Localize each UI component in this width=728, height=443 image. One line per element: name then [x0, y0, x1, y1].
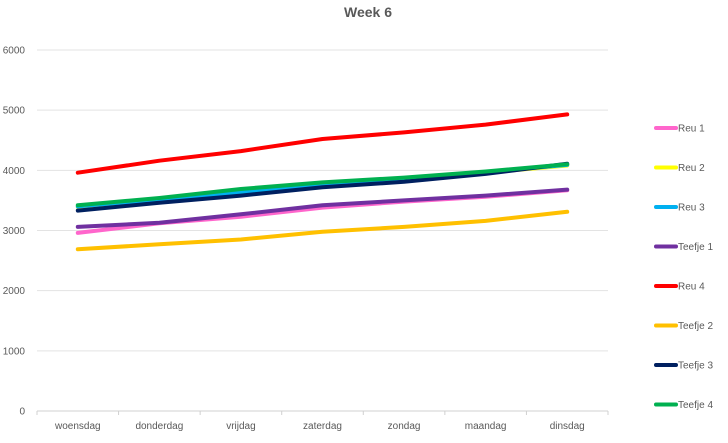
legend-label: Teefje 1	[678, 242, 713, 253]
y-tick-label: 3000	[3, 226, 26, 237]
y-tick-label: 1000	[3, 346, 26, 357]
y-tick-label: 5000	[3, 106, 26, 117]
x-tick-label: zaterdag	[303, 421, 342, 432]
x-tick-label: dinsdag	[550, 421, 585, 432]
legend-label: Teefje 2	[678, 321, 713, 332]
chart-title: Week 6	[344, 4, 392, 20]
y-tick-label: 6000	[3, 46, 26, 57]
x-tick-label: maandag	[465, 421, 507, 432]
y-tick-label: 0	[19, 407, 25, 418]
legend: Reu 1 Reu 2 Reu 3 Teefje 1 Reu 4 Teefje 2 Teef…	[654, 124, 713, 411]
series-lines	[75, 112, 570, 252]
x-tick-label: donderdag	[135, 421, 183, 432]
series-line-5	[75, 112, 570, 175]
legend-label: Reu 4	[678, 282, 705, 293]
legend-label: Reu 2	[678, 163, 705, 174]
axes: 0 1000 2000 3000 4000 5000 6000 woensdag donderd…	[3, 46, 609, 432]
y-tick-label: 4000	[3, 166, 26, 177]
series-line-7	[75, 161, 570, 213]
series-line-8	[75, 162, 570, 208]
series-line-6	[75, 209, 570, 252]
y-tick-label: 2000	[3, 286, 26, 297]
legend-label: Reu 1	[678, 124, 705, 135]
x-tick-label: zondag	[388, 421, 421, 432]
gridlines	[37, 49, 608, 412]
legend-label: Teefje 3	[678, 361, 713, 372]
legend-label: Reu 3	[678, 203, 705, 214]
x-tick-label: vrijdag	[226, 421, 255, 432]
legend-label: Teefje 4	[678, 400, 713, 411]
series-line-4	[75, 187, 570, 229]
x-tick-label: woensdag	[54, 421, 101, 432]
